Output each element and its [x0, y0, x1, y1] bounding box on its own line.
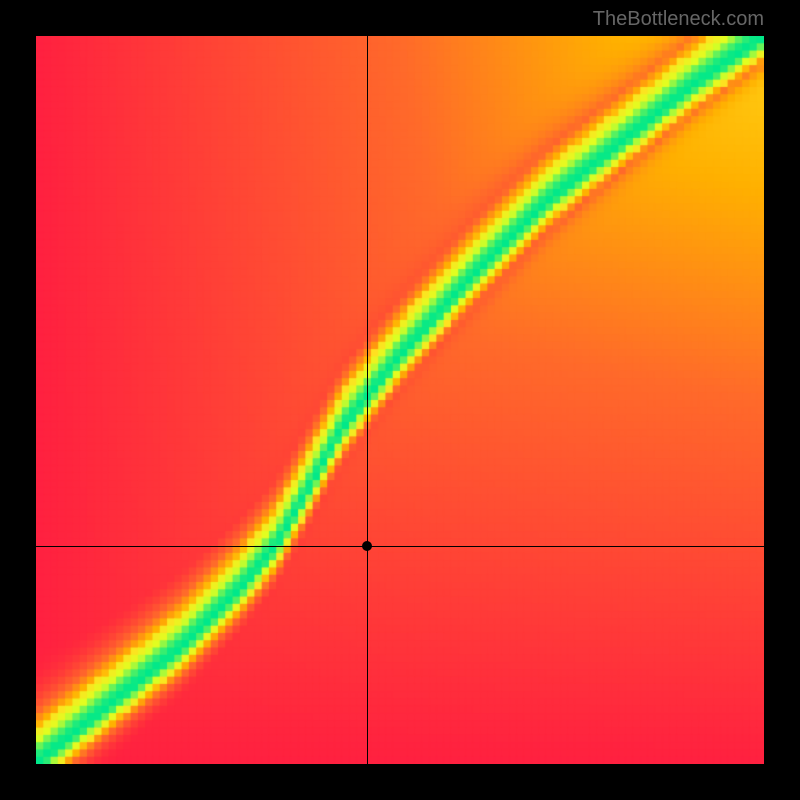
plot-area [36, 36, 764, 764]
watermark-text: TheBottleneck.com [593, 8, 764, 31]
selection-marker-dot [362, 541, 372, 551]
crosshair-horizontal [36, 546, 764, 547]
crosshair-vertical [367, 36, 368, 764]
bottleneck-heatmap [36, 36, 764, 764]
